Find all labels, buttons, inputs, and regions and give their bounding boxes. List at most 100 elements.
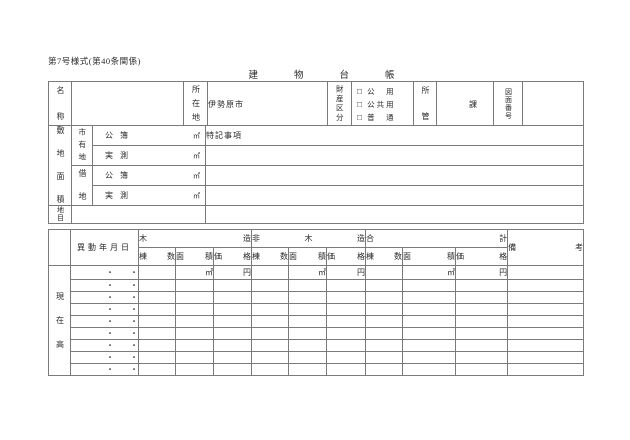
data-cell <box>365 351 404 364</box>
data-cell <box>288 363 328 376</box>
current-balance-label: 現在高 <box>55 291 65 364</box>
data-cell <box>402 363 457 376</box>
data-cell <box>288 351 328 364</box>
area-unit: ㎡ <box>193 171 200 180</box>
name-value-cell <box>71 81 184 127</box>
notes-value-cell <box>205 205 584 224</box>
group-header-wooden: 木造 <box>137 229 253 248</box>
data-cell <box>251 351 290 364</box>
data-cell <box>138 339 176 352</box>
data-cell <box>402 339 457 352</box>
checkbox-option-public[interactable]: □ 公 用 <box>353 85 413 98</box>
area-unit: ㎡ <box>193 151 200 160</box>
data-cell <box>175 363 214 376</box>
data-cell <box>326 303 367 316</box>
form-number-label: 第7号様式(第40条関係) <box>48 56 141 66</box>
data-cell <box>326 363 367 376</box>
date-cell: ・ ・ <box>70 265 139 280</box>
remarks-cell <box>507 351 585 364</box>
data-cell <box>455 327 509 340</box>
checkbox-icon[interactable]: □ <box>357 98 363 109</box>
data-cell <box>402 327 457 340</box>
jurisdiction-value-cell: 課 <box>436 81 494 127</box>
site-area-label-cell: 敷地面積 <box>48 125 72 206</box>
date-cell: ・ ・ <box>70 279 139 292</box>
jurisdiction-label: 所管 <box>421 86 430 127</box>
notes-value-cell <box>205 185 584 206</box>
data-cell <box>175 315 214 328</box>
measured-label: 実測 <box>105 191 135 200</box>
data-cell <box>365 327 404 340</box>
data-cell <box>175 339 214 352</box>
count-cell <box>365 265 404 280</box>
count-cell <box>138 265 176 280</box>
data-cell <box>212 303 253 316</box>
data-cell <box>212 279 253 292</box>
data-cell <box>326 339 367 352</box>
location-value: 伊勢原市 <box>207 81 328 127</box>
data-cell <box>138 327 176 340</box>
data-cell <box>212 363 253 376</box>
drawing-number-label: 図面番号 <box>504 87 513 120</box>
data-cell <box>455 279 509 292</box>
land-category-value-cell <box>71 205 206 224</box>
data-cell <box>138 315 176 328</box>
data-cell <box>138 351 176 364</box>
checkbox-option-ordinary[interactable]: □ 普 通 <box>353 111 413 124</box>
current-balance-label-cell: 現在高 <box>48 265 71 376</box>
checkbox-option-public-use[interactable]: □ 公共用 <box>353 98 413 111</box>
location-label: 所在地 <box>191 85 201 127</box>
special-notes-cell: 特記事項 <box>205 125 584 146</box>
data-cell <box>326 327 367 340</box>
data-cell <box>175 327 214 340</box>
header-table: 名称 所在地 伊勢原市 財産区分 □ 公 用 □ 公共用 □ 普 通 所管 <box>48 81 584 127</box>
checkbox-icon[interactable]: □ <box>357 85 363 96</box>
data-cell <box>212 315 253 328</box>
area-unit: ㎡ <box>288 265 328 280</box>
data-cell <box>251 279 290 292</box>
city-owned-registry-cell: 公簿 ㎡ <box>92 125 206 146</box>
data-cell <box>251 339 290 352</box>
remarks-cell <box>507 303 585 316</box>
data-cell <box>212 327 253 340</box>
data-cell <box>402 351 457 364</box>
date-cell: ・ ・ <box>70 315 139 328</box>
data-cell <box>365 339 404 352</box>
checkbox-option-label: 公 用 <box>367 86 396 96</box>
group-header-non-wooden: 非木造 <box>251 229 367 248</box>
notes-value-cell <box>205 145 584 166</box>
site-area-label: 敷地面積 <box>56 126 65 206</box>
data-cell <box>138 363 176 376</box>
area-unit: ㎡ <box>175 265 214 280</box>
checkbox-option-label: 普 通 <box>367 112 396 122</box>
data-cell <box>288 315 328 328</box>
data-cell <box>138 279 176 292</box>
data-cell <box>288 327 328 340</box>
area-unit: ㎡ <box>402 265 457 280</box>
land-category-label: 地目 <box>56 206 65 223</box>
date-cell: ・ ・ <box>70 351 139 364</box>
registry-label: 公簿 <box>105 131 135 140</box>
data-cell <box>212 291 253 304</box>
data-cell <box>138 303 176 316</box>
jurisdiction-label-cell: 所管 <box>413 81 437 127</box>
price-unit: 円 <box>455 265 509 280</box>
notes-value-cell <box>205 165 584 186</box>
price-unit: 円 <box>212 265 253 280</box>
remarks-cell <box>507 265 585 280</box>
checkbox-icon[interactable]: □ <box>357 111 363 122</box>
data-cell <box>175 279 214 292</box>
data-cell <box>365 363 404 376</box>
area-unit: ㎡ <box>193 131 200 140</box>
measured-label: 実測 <box>105 151 135 160</box>
leased-measured-cell: 実測 ㎡ <box>92 185 206 206</box>
name-label: 名称 <box>56 86 65 127</box>
date-cell: ・ ・ <box>70 339 139 352</box>
count-header: 棟数 <box>365 247 404 266</box>
special-notes-label: 特記事項 <box>206 131 242 140</box>
price-header: 価格 <box>212 247 253 266</box>
data-cell <box>455 351 509 364</box>
remarks-header: 備考 <box>507 229 585 266</box>
registry-label: 公簿 <box>105 171 135 180</box>
